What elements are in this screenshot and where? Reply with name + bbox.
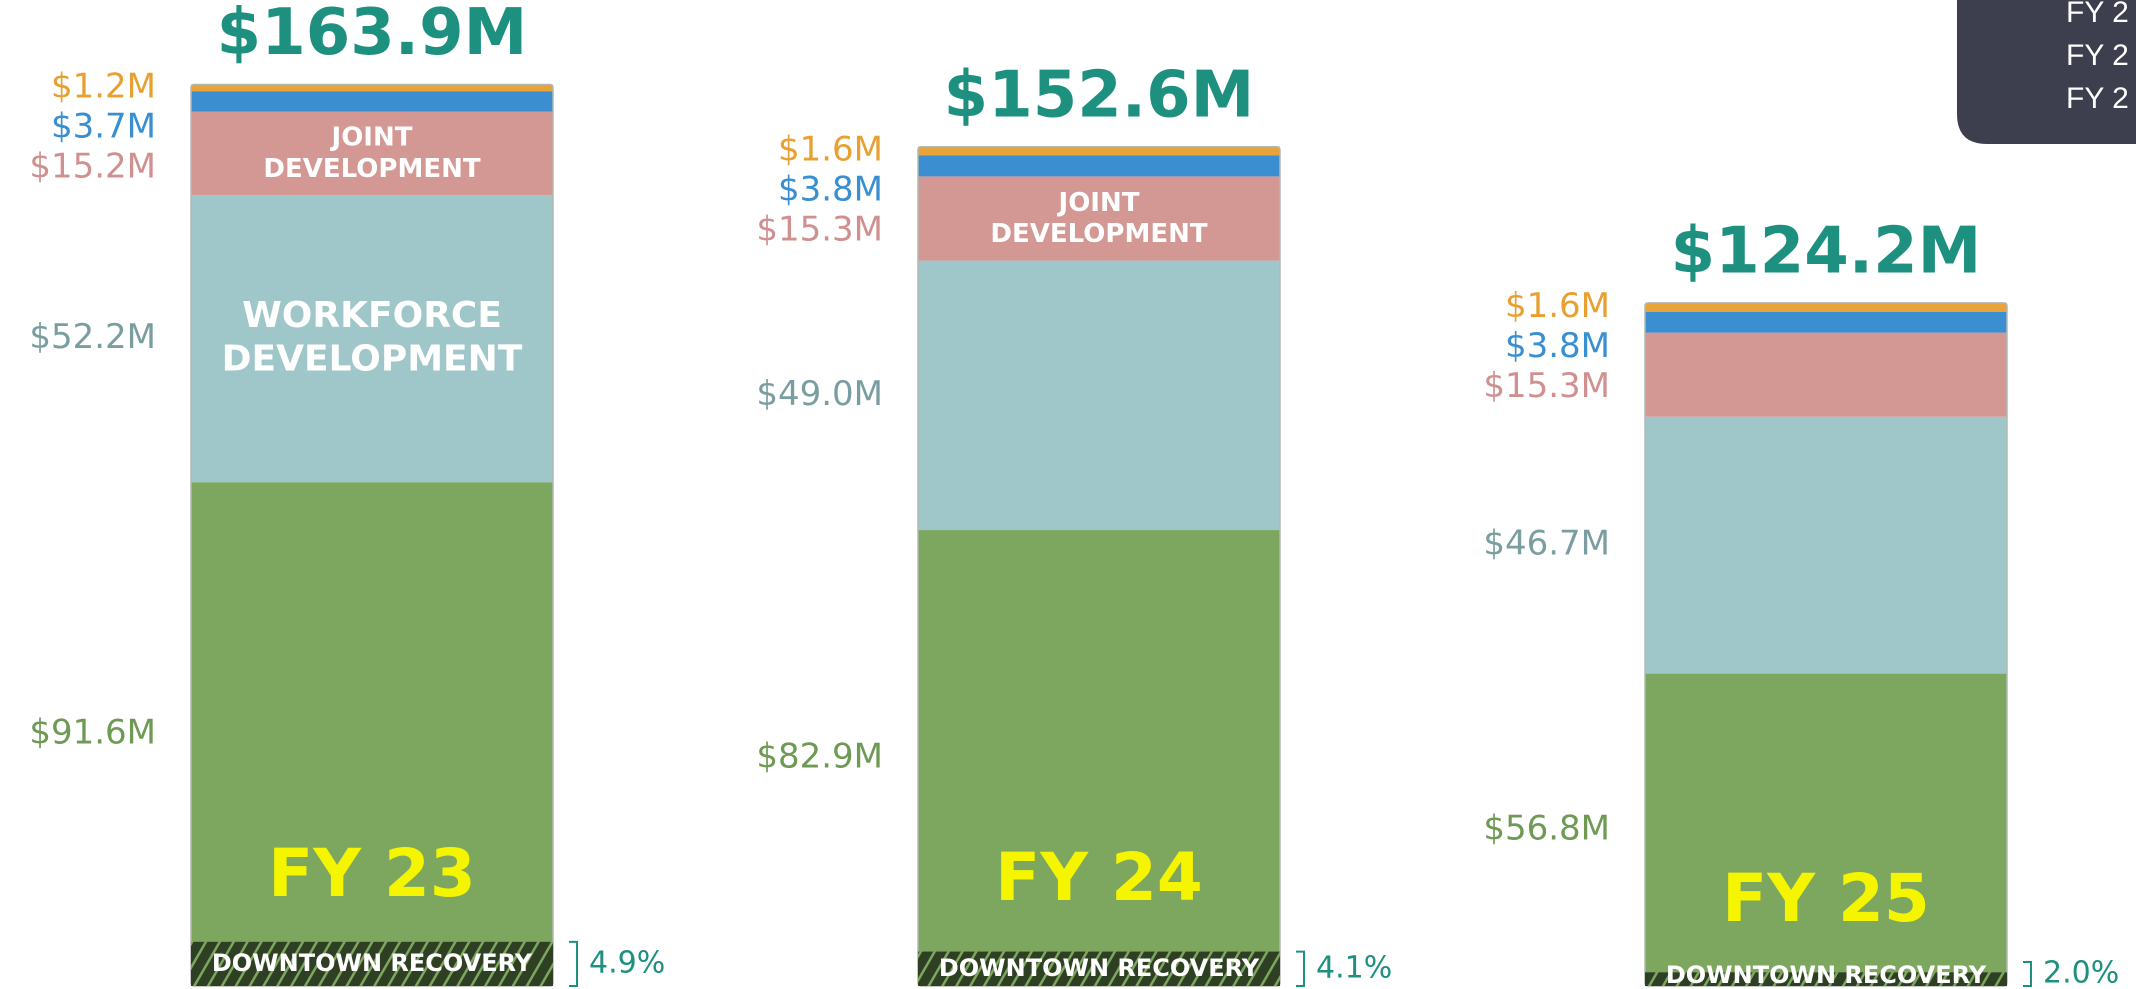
downtown-value: 4.9%	[589, 945, 665, 980]
total-label: $163.9M	[217, 0, 528, 70]
category-label: FY 25	[1722, 860, 1930, 937]
value-label: $15.3M	[756, 210, 883, 250]
legend-item: FY 2	[2066, 82, 2129, 115]
value-label: $1.6M	[1505, 286, 1610, 326]
value-label: $49.0M	[756, 374, 883, 414]
value-label: $56.8M	[1483, 808, 1610, 848]
segment-label-line: JOINT	[330, 122, 413, 152]
value-label: $3.7M	[51, 106, 156, 146]
segment-label: JOINT DEVELOPMENT	[990, 187, 1207, 248]
segment-label: WORKFORCE DEVELOPMENT	[222, 295, 523, 379]
downtown-label: DOWNTOWN RECOVERY	[939, 954, 1260, 982]
downtown-segment	[191, 941, 553, 986]
total-label: $124.2M	[1671, 214, 1982, 288]
bar-segment	[1645, 416, 2007, 674]
downtown-value: 4.1%	[1316, 950, 1392, 985]
downtown-value: 2.0%	[2043, 956, 2119, 989]
value-label: $46.7M	[1483, 524, 1610, 564]
value-label: $3.8M	[778, 170, 883, 210]
segment-label: JOINT DEVELOPMENT	[263, 122, 480, 183]
segment-label-line: DEVELOPMENT	[990, 219, 1207, 249]
value-label: $15.2M	[29, 146, 156, 186]
bracket	[2023, 961, 2032, 987]
downtown-label: DOWNTOWN RECOVERY	[212, 949, 533, 977]
bar-segment	[918, 530, 1280, 986]
value-label: $3.8M	[1505, 326, 1610, 366]
value-label: $1.2M	[51, 66, 156, 106]
legend-item: FY 2	[2066, 0, 2129, 29]
value-label: $1.6M	[778, 130, 883, 170]
category-label: FY 24	[995, 839, 1203, 916]
bracket	[569, 940, 578, 987]
bar-segment	[191, 111, 553, 196]
bar-segment	[191, 482, 553, 986]
total-label: $152.6M	[944, 58, 1255, 132]
downtown-segment	[1645, 972, 2007, 986]
bar-segment	[1645, 332, 2007, 417]
value-label: $52.2M	[29, 317, 156, 357]
segment-label-line: DEVELOPMENT	[222, 338, 523, 379]
legend-box	[1957, 0, 2136, 144]
downtown-segment	[918, 951, 1280, 986]
bar-segment	[191, 195, 553, 483]
bar-segment	[918, 155, 1280, 177]
value-label: $15.3M	[1483, 366, 1610, 406]
bar-segment	[191, 84, 553, 92]
segment-label-line: WORKFORCE	[242, 295, 502, 336]
bar-segment	[918, 146, 1280, 156]
bar-segment	[918, 176, 1280, 261]
bracket	[1296, 950, 1305, 987]
downtown-label: DOWNTOWN RECOVERY	[1666, 961, 1987, 989]
category-label: FY 23	[268, 835, 476, 912]
bar-segment	[1645, 673, 2007, 986]
segment-label-line: DEVELOPMENT	[263, 153, 480, 183]
bar-segment	[1645, 302, 2007, 312]
bar-segment	[191, 91, 553, 112]
segment-label-line: JOINT	[1057, 187, 1140, 217]
value-label: $82.9M	[756, 737, 883, 777]
value-label: $91.6M	[29, 713, 156, 753]
bar-segment	[1645, 311, 2007, 333]
bar-segment	[918, 260, 1280, 531]
legend-item: FY 2	[2066, 39, 2129, 72]
